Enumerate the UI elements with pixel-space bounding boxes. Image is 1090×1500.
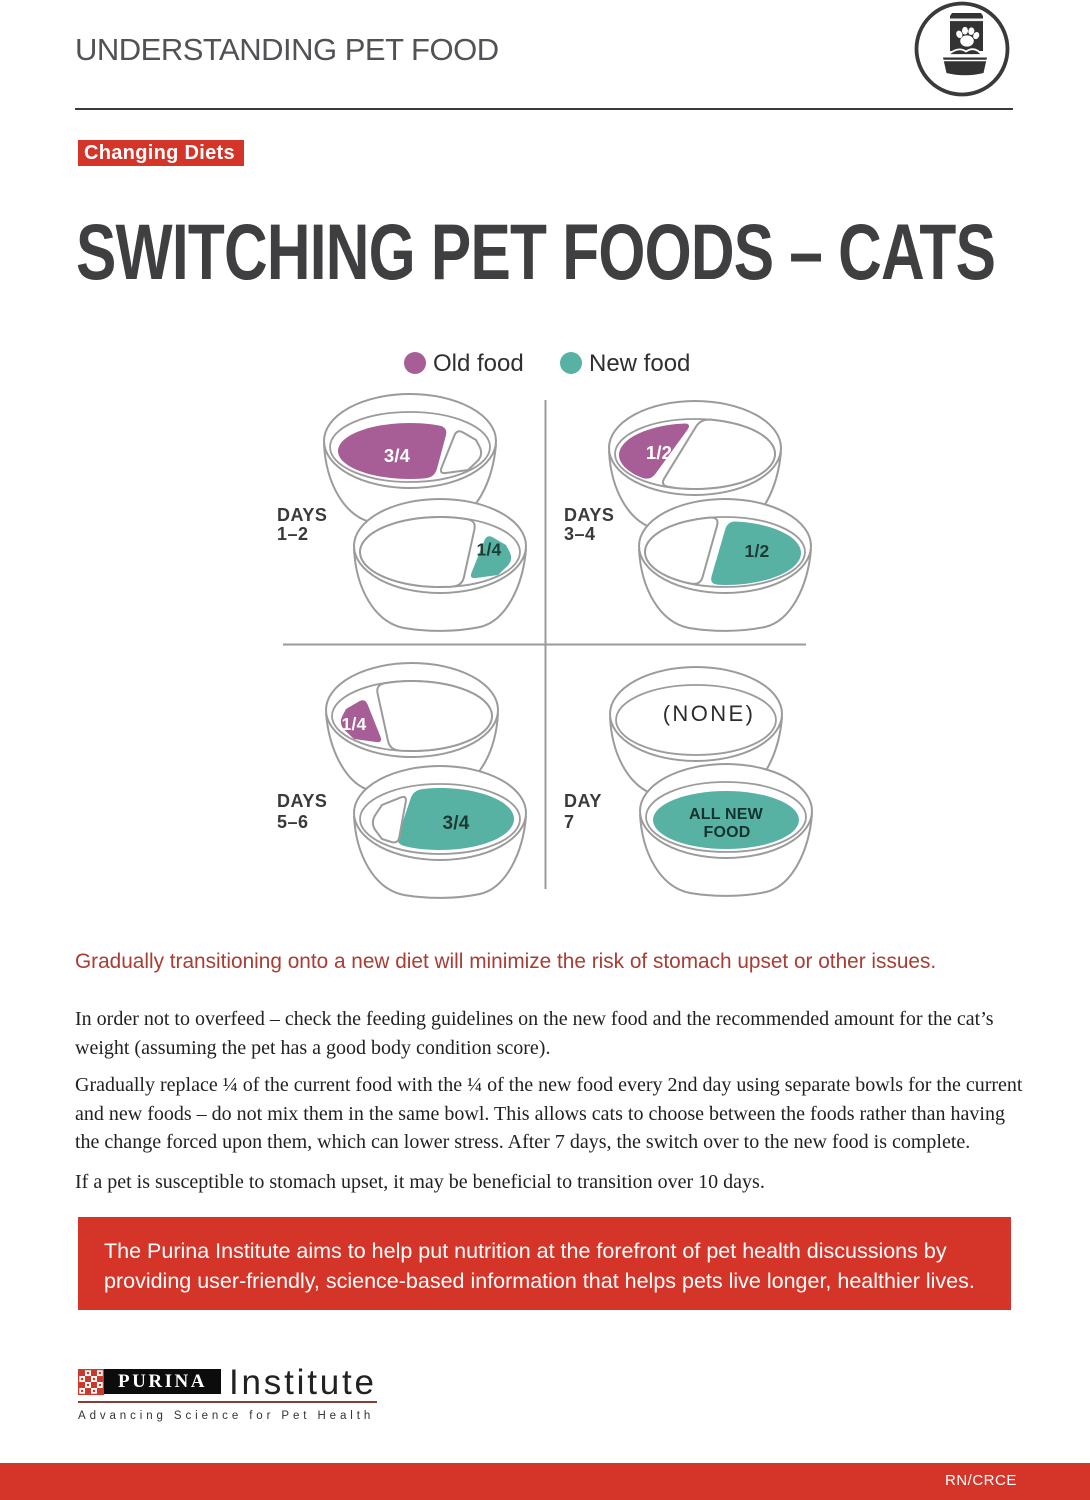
svg-text:1/2: 1/2 xyxy=(745,541,770,561)
svg-text:ALL NEW: ALL NEW xyxy=(689,806,764,823)
svg-text:1/2: 1/2 xyxy=(646,442,672,463)
svg-text:(NONE): (NONE) xyxy=(663,701,756,726)
svg-text:3/4: 3/4 xyxy=(384,445,411,466)
svg-text:DAYS: DAYS xyxy=(277,505,327,525)
svg-text:1–2: 1–2 xyxy=(277,524,309,544)
svg-text:3/4: 3/4 xyxy=(442,813,469,834)
svg-text:1/4: 1/4 xyxy=(342,714,367,734)
svg-text:7: 7 xyxy=(564,812,575,832)
svg-text:DAYS: DAYS xyxy=(564,505,614,525)
svg-text:5–6: 5–6 xyxy=(277,812,309,832)
svg-text:DAY: DAY xyxy=(564,791,602,811)
svg-text:3–4: 3–4 xyxy=(564,524,596,544)
svg-text:DAYS: DAYS xyxy=(277,791,327,811)
svg-text:FOOD: FOOD xyxy=(703,824,750,841)
svg-text:1/4: 1/4 xyxy=(477,540,502,560)
